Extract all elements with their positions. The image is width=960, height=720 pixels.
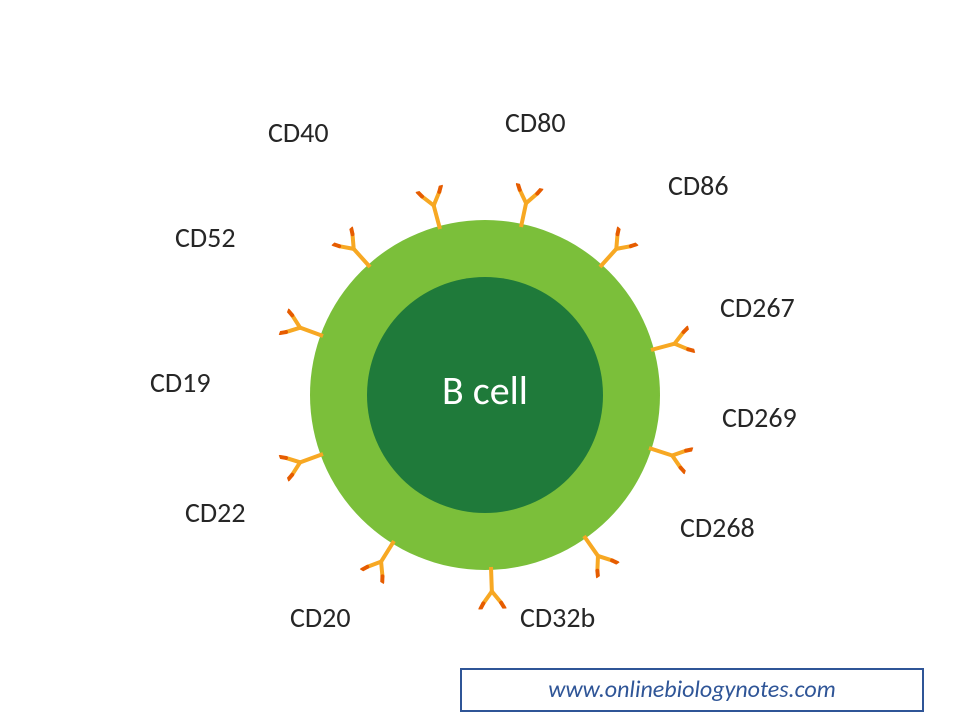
marker-label-cd269: CD269	[722, 400, 797, 435]
marker-label-cd32b: CD32b	[520, 600, 595, 635]
marker-label-cd20: CD20	[290, 600, 351, 635]
source-watermark: www.onlinebiologynotes.com	[460, 668, 924, 712]
marker-label-cd40: CD40	[268, 115, 329, 150]
marker-label-cd86: CD86	[668, 168, 729, 203]
receptor-icon	[648, 326, 696, 364]
marker-label-cd268: CD268	[680, 510, 755, 545]
marker-label-cd52: CD52	[175, 220, 236, 255]
receptor-icon	[507, 183, 543, 230]
marker-label-cd80: CD80	[505, 105, 566, 140]
receptor-icon	[416, 185, 454, 233]
receptor-icon	[644, 435, 693, 475]
marker-label-cd267: CD267	[720, 290, 795, 325]
receptor-icon	[477, 566, 506, 609]
marker-label-cd22: CD22	[185, 495, 246, 530]
marker-label-cd19: CD19	[150, 365, 211, 400]
cell-label: B cell	[405, 366, 565, 415]
